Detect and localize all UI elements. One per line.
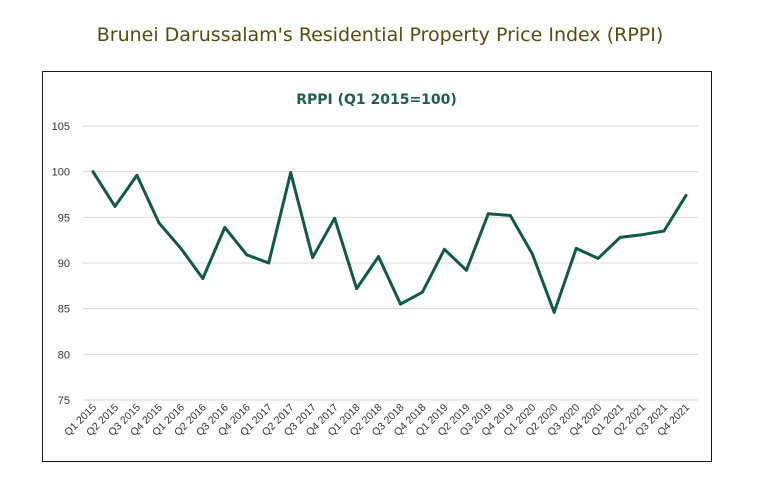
data-point bbox=[355, 287, 358, 290]
data-point bbox=[333, 216, 336, 220]
data-point bbox=[464, 268, 468, 272]
page-title: Brunei Darussalam's Residential Property… bbox=[96, 24, 664, 46]
data-point bbox=[201, 277, 205, 280]
y-tick-label: 75 bbox=[58, 395, 70, 407]
series-line-0 bbox=[91, 170, 688, 314]
data-point bbox=[596, 257, 600, 260]
data-point bbox=[662, 229, 666, 233]
data-point bbox=[179, 246, 183, 250]
data-point bbox=[640, 233, 644, 237]
data-point bbox=[289, 171, 293, 174]
data-point bbox=[421, 290, 424, 294]
data-point bbox=[574, 246, 578, 250]
chart-title: RPPI (Q1 2015=100) bbox=[296, 92, 457, 108]
y-tick-label: 90 bbox=[58, 258, 70, 270]
y-tick-label: 85 bbox=[58, 304, 70, 316]
data-point bbox=[157, 221, 161, 225]
data-point bbox=[377, 255, 380, 259]
data-point bbox=[530, 252, 534, 256]
data-point bbox=[486, 212, 490, 216]
data-point bbox=[684, 194, 688, 197]
data-point bbox=[508, 214, 512, 217]
data-point bbox=[113, 204, 117, 208]
data-point bbox=[399, 302, 402, 306]
y-tick-label: 95 bbox=[58, 212, 70, 224]
data-point bbox=[618, 236, 622, 239]
data-point bbox=[267, 261, 271, 265]
data-point bbox=[223, 225, 227, 229]
data-point bbox=[552, 310, 556, 314]
data-point bbox=[245, 253, 249, 257]
y-tick-label: 105 bbox=[52, 121, 70, 133]
data-point bbox=[135, 173, 139, 177]
data-point bbox=[311, 256, 315, 259]
chart-frame: RPPI (Q1 2015=100) 75 80 85 90 95 100 105 Q1 201… bbox=[42, 71, 712, 462]
data-point bbox=[91, 170, 95, 174]
y-tick-label: 100 bbox=[52, 167, 70, 179]
y-tick-label: 80 bbox=[58, 349, 70, 361]
data-point bbox=[443, 247, 446, 251]
